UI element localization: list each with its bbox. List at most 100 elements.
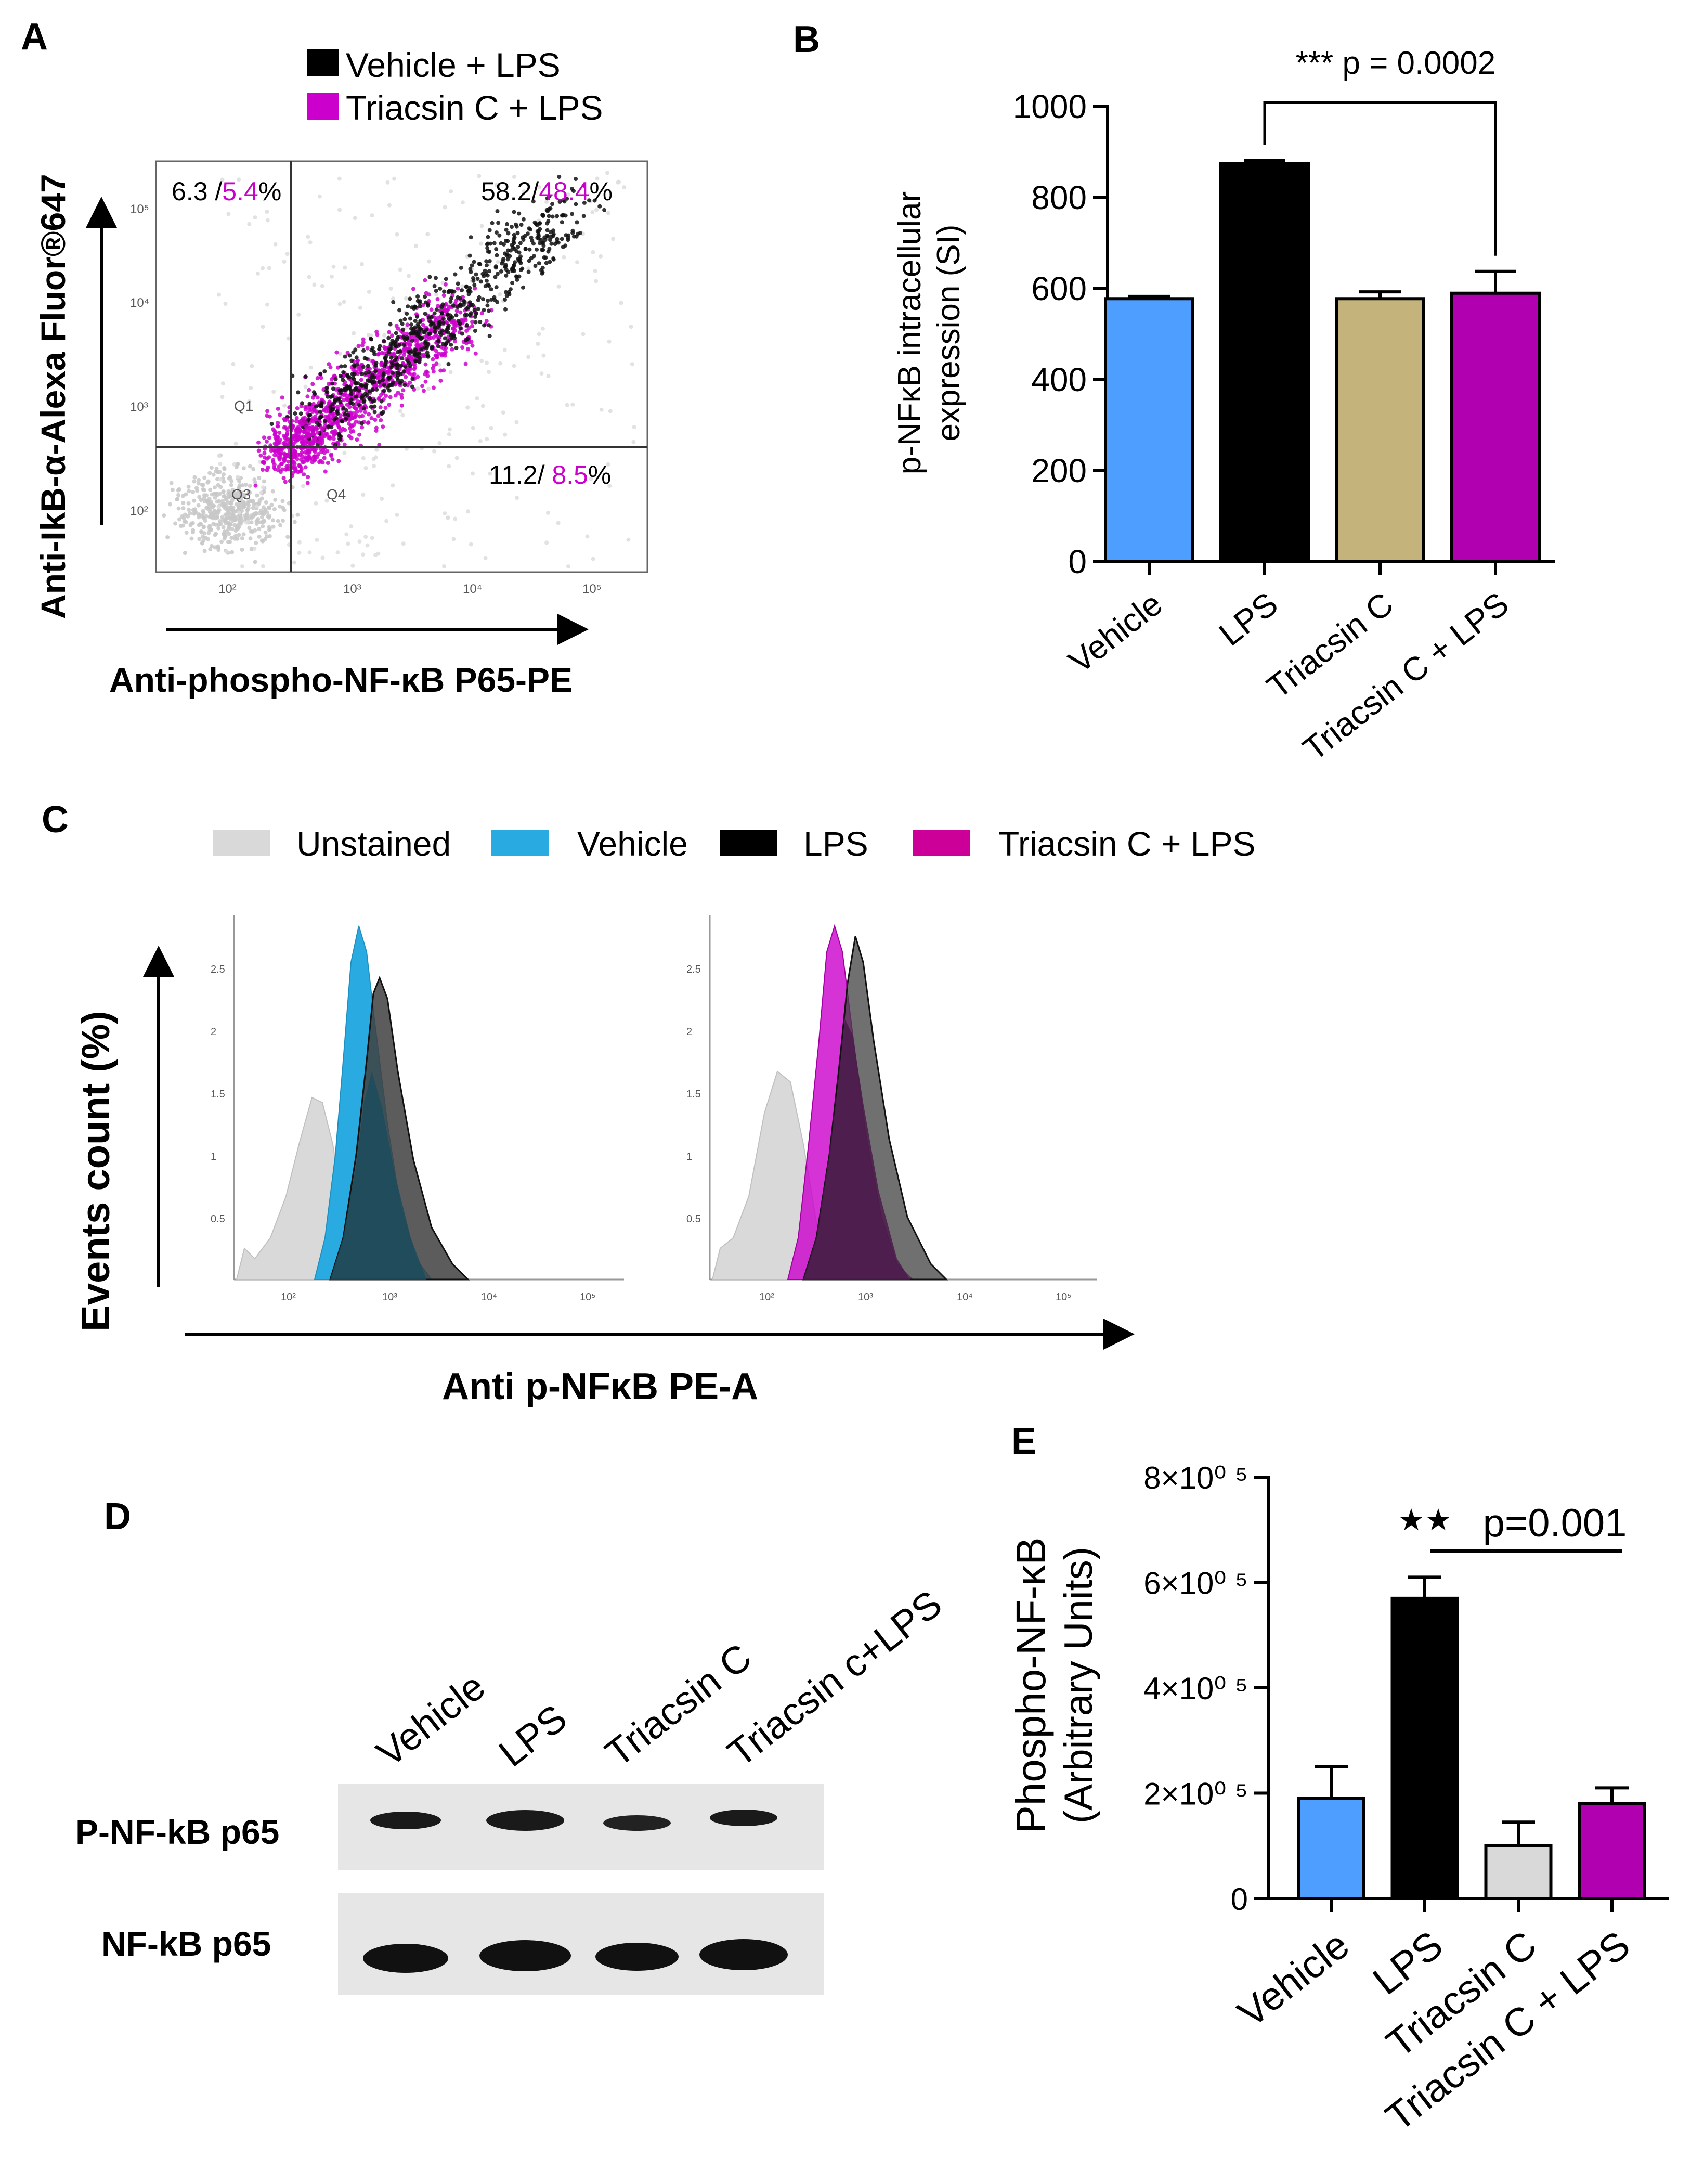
scatter-dot xyxy=(177,517,181,522)
scatter-dot xyxy=(191,528,196,533)
scatter-dot xyxy=(503,264,508,269)
scatter-dot xyxy=(410,339,414,343)
scatter-dot xyxy=(333,398,337,403)
scatter-dot xyxy=(479,224,484,228)
scatter-dot xyxy=(271,427,276,432)
scatter-dot xyxy=(344,532,349,537)
scatter-dot xyxy=(337,433,342,437)
scatter-dot xyxy=(488,241,493,246)
scatter-dot xyxy=(537,332,541,337)
scatter-dot xyxy=(483,555,488,560)
scatter-dot xyxy=(265,210,269,214)
scatter-dot xyxy=(483,268,487,273)
scatter-dot xyxy=(272,432,277,436)
scatter-dot xyxy=(206,479,211,484)
scatter-dot xyxy=(421,303,425,307)
scatter-dot xyxy=(256,440,261,445)
hist-right-xtick-3: 10⁵ xyxy=(1056,1291,1072,1303)
scatter-dot xyxy=(276,449,280,454)
scatter-dot xyxy=(388,347,393,352)
bar xyxy=(1484,1844,1553,1900)
scatter-dot xyxy=(246,492,251,497)
scatter-dot xyxy=(229,501,234,506)
scatter-dot xyxy=(519,223,524,227)
scatter-dot xyxy=(233,516,238,521)
scatter-dot xyxy=(560,220,564,225)
scatter-dot xyxy=(218,485,223,489)
hist-left-ytick-2: 1.5 xyxy=(211,1089,225,1100)
scatter-dot xyxy=(335,411,340,416)
scatter-dot xyxy=(409,322,413,327)
scatter-dot xyxy=(253,480,258,485)
y-tick-label: 400 xyxy=(1031,361,1087,398)
scatter-dot xyxy=(381,410,386,415)
scatter-dot xyxy=(467,313,472,317)
scatter-dot xyxy=(308,365,313,370)
band-top-lps xyxy=(486,1810,564,1831)
scatter-dot xyxy=(355,437,359,442)
scatter-dot xyxy=(261,325,265,329)
scatter-dot xyxy=(168,502,172,507)
scatter-dot xyxy=(235,493,239,497)
scatter-dot xyxy=(539,371,544,376)
scatter-dot xyxy=(244,516,249,521)
scatter-dot xyxy=(487,334,492,338)
scatter-dot xyxy=(582,200,587,205)
scatter-dot xyxy=(326,418,331,423)
scatter-dot xyxy=(512,174,516,179)
scatter-dot xyxy=(276,519,280,523)
scatter-dot xyxy=(253,483,258,488)
hist-left-ytick-1: 2 xyxy=(211,1026,216,1038)
scatter-dot xyxy=(377,380,382,384)
scatter-dot xyxy=(448,370,453,374)
scatter-dot xyxy=(209,527,213,532)
scatter-dot xyxy=(423,339,428,344)
scatter-dot xyxy=(207,510,212,514)
scatter-dot xyxy=(228,490,232,495)
scatter-dot xyxy=(454,299,459,303)
scatter-dot xyxy=(407,355,411,359)
scatter-dot xyxy=(301,425,305,429)
scatter-dot xyxy=(358,305,362,310)
scatter-dot xyxy=(444,302,448,306)
scatter-dot xyxy=(560,213,564,218)
scatter-dot xyxy=(347,418,352,422)
scatter-dot xyxy=(385,180,390,185)
gate-label-q3: Q3 xyxy=(231,486,251,502)
scatter-dot xyxy=(313,437,317,442)
scatter-dot xyxy=(343,412,347,417)
scatter-dot xyxy=(230,550,235,554)
scatter-dot xyxy=(293,433,298,437)
scatter-dot xyxy=(443,336,447,341)
scatter-dot xyxy=(333,443,337,447)
scatter-dot xyxy=(259,490,264,495)
scatter-dot xyxy=(307,275,311,279)
scatter-dot xyxy=(505,252,510,257)
scatter-dot xyxy=(251,467,256,471)
scatter-dot xyxy=(328,405,333,409)
scatter-dot xyxy=(238,514,242,519)
scatter-dot xyxy=(351,375,356,380)
band-bottom-lps xyxy=(479,1940,571,1971)
scatter-dot xyxy=(325,390,330,395)
scatter-dot xyxy=(484,259,489,264)
scatter-dot xyxy=(555,237,560,241)
scatter-dot xyxy=(281,506,285,510)
scatter-dot xyxy=(494,285,499,290)
scatter-dot xyxy=(372,375,376,380)
scatter-dot xyxy=(538,227,542,231)
scatter-dot xyxy=(394,324,399,328)
scatter-dot xyxy=(465,347,470,352)
scatter-dot xyxy=(388,383,393,387)
scatter-dot xyxy=(361,348,366,353)
scatter-dot xyxy=(497,233,502,238)
scatter-dot xyxy=(521,238,526,242)
scatter-dot xyxy=(444,346,448,351)
scatter-dot xyxy=(423,312,427,316)
scatter-dot xyxy=(215,493,219,497)
scatter-dot xyxy=(261,485,265,490)
scatter-dot xyxy=(415,338,420,343)
scatter-dot xyxy=(384,394,388,398)
scatter-dot xyxy=(477,295,482,300)
scatter-dot xyxy=(458,310,463,315)
